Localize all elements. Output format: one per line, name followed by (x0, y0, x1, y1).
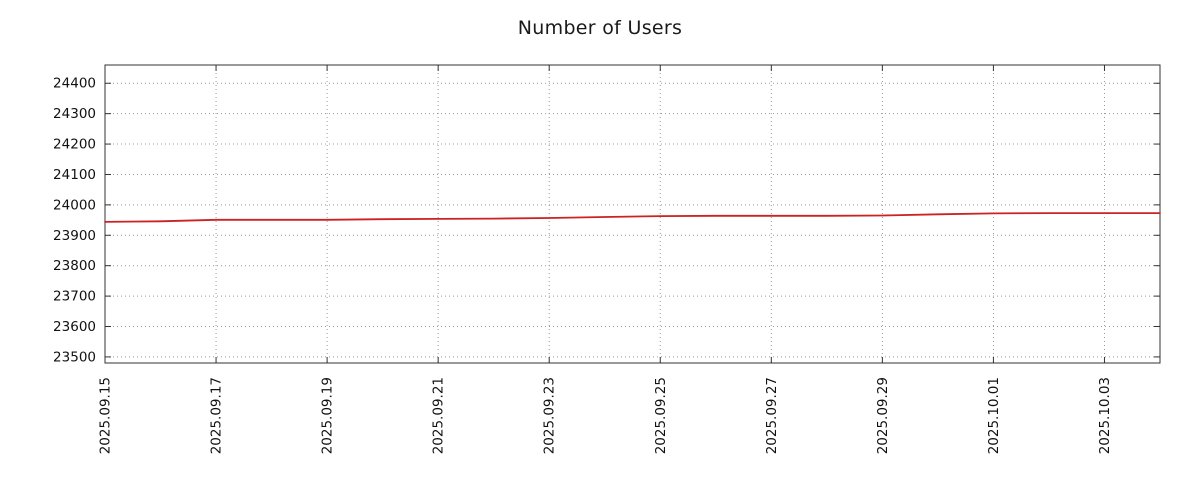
tick-labels: 23500 23600 23700 23800 23900 24000 24100 24200… (53, 76, 1113, 455)
y-tick-label: 24400 (53, 76, 96, 92)
y-tick-label: 24100 (53, 167, 96, 183)
y-tick-label: 24200 (53, 137, 96, 153)
y-tick-label: 23600 (53, 319, 96, 335)
x-tick-label: 2025.10.03 (1097, 377, 1113, 454)
x-tick-label: 2025.09.23 (542, 377, 558, 454)
y-tick-label: 23900 (53, 228, 96, 244)
x-tick-label: 2025.10.01 (986, 377, 1002, 454)
x-tick-label: 2025.09.21 (431, 377, 447, 454)
x-tick-label: 2025.09.25 (653, 377, 669, 454)
data-series (104, 212, 1161, 223)
x-tick-label: 2025.09.29 (875, 377, 891, 454)
x-tick-label: 2025.09.27 (764, 377, 780, 454)
y-tick-label: 24000 (53, 197, 96, 213)
y-tick-label: 24300 (53, 106, 96, 122)
y-tick-label: 23800 (53, 258, 96, 274)
y-tick-label: 23700 (53, 289, 96, 305)
x-tick-label: 2025.09.19 (320, 377, 336, 454)
x-tick-label: 2025.09.17 (209, 377, 225, 454)
series-line (104, 212, 1161, 223)
y-tick-label: 23500 (53, 349, 96, 365)
x-tick-label: 2025.09.15 (98, 377, 114, 454)
tick-marks (104, 65, 1160, 363)
chart-title: Number of Users (517, 17, 683, 39)
